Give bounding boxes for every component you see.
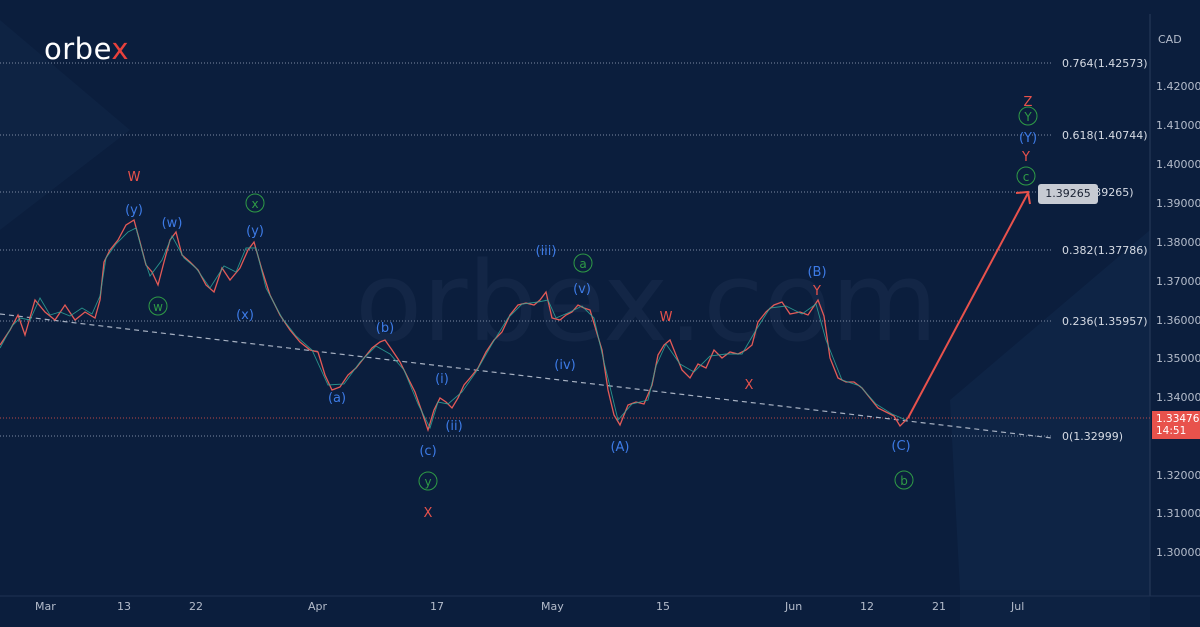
wave-label: (w): [162, 216, 183, 231]
svg-text:(B): (B): [807, 265, 826, 280]
wave-label: (y): [125, 203, 143, 218]
y-tick: 1.35000: [1156, 352, 1200, 365]
svg-text:X: X: [745, 378, 754, 393]
svg-text:(x): (x): [236, 308, 254, 323]
svg-text:Y: Y: [1021, 150, 1030, 165]
svg-text:(b): (b): [376, 321, 394, 336]
target-callout: 1.39265: [1038, 184, 1098, 204]
wave-label: W: [128, 170, 141, 185]
svg-text:c: c: [1023, 170, 1030, 184]
currency-label: CAD: [1158, 33, 1182, 46]
current-price-tag: 1.33476 14:51: [1152, 411, 1200, 439]
fib-label-0618: 0.618(1.40744): [1062, 129, 1148, 142]
decor-shape: [0, 20, 130, 230]
svg-text:Y: Y: [812, 284, 821, 299]
x-tick: Mar: [35, 600, 56, 613]
svg-text:(C): (C): [891, 439, 910, 454]
x-tick: Jul: [1011, 600, 1025, 613]
x-tick: May: [541, 600, 564, 613]
y-tick: 1.38000: [1156, 236, 1200, 249]
x-tick: 17: [430, 600, 444, 613]
orbex-logo: orbex: [44, 32, 130, 66]
y-tick: 1.34000: [1156, 391, 1200, 404]
fib-lines: [0, 62, 1052, 437]
y-tick: 1.32000: [1156, 469, 1200, 482]
svg-text:Y: Y: [1023, 110, 1032, 124]
svg-text:(i): (i): [435, 372, 449, 387]
x-tick: 22: [189, 600, 203, 613]
y-tick: 1.41000: [1156, 119, 1200, 132]
svg-text:(y): (y): [246, 224, 264, 239]
decor-shape: [950, 230, 1150, 590]
current-price-value: 1.33476: [1156, 413, 1200, 425]
fib-label-0236: 0.236(1.35957): [1062, 315, 1148, 328]
x-tick: 15: [656, 600, 670, 613]
svg-text:(v): (v): [573, 282, 591, 297]
svg-text:(ii): (ii): [445, 419, 462, 434]
fib-label-0: 0(1.32999): [1062, 430, 1124, 443]
y-tick: 1.37000: [1156, 275, 1200, 288]
projection-arrow: [907, 190, 1031, 419]
candle-countdown: 14:51: [1156, 425, 1187, 437]
svg-text:(iv): (iv): [554, 358, 575, 373]
trendline: [0, 313, 1053, 439]
svg-text:b: b: [900, 474, 908, 488]
watermark: orbex.com: [355, 238, 938, 366]
x-tick: 12: [860, 600, 874, 613]
svg-text:(A): (A): [610, 440, 629, 455]
y-tick: 1.30000: [1156, 546, 1200, 559]
svg-text:y: y: [424, 475, 431, 489]
candles: [0, 218, 909, 433]
svg-text:a: a: [579, 257, 586, 271]
svg-text:x: x: [251, 197, 258, 211]
y-tick: 1.39000: [1156, 197, 1200, 210]
x-tick: 13: [117, 600, 131, 613]
y-tick: 1.40000: [1156, 158, 1200, 171]
svg-text:Z: Z: [1024, 95, 1033, 110]
svg-text:(c): (c): [419, 444, 436, 459]
x-tick: Jun: [785, 600, 803, 613]
fib-label-0764: 0.764(1.42573): [1062, 57, 1148, 70]
svg-text:W: W: [660, 310, 673, 325]
y-tick: 1.31000: [1156, 507, 1200, 520]
wave-labels: W (y) (w) w x (y) (x) (a) (b) (i) (ii) (…: [125, 95, 1038, 521]
x-tick: Apr: [308, 600, 328, 613]
svg-text:w: w: [153, 300, 163, 314]
svg-text:(Y): (Y): [1019, 131, 1037, 146]
y-tick: 1.36000: [1156, 314, 1200, 327]
x-tick: 21: [932, 600, 946, 613]
y-tick: 1.42000: [1156, 80, 1200, 93]
fib-label-0382: 0.382(1.37786): [1062, 244, 1148, 257]
svg-text:X: X: [424, 506, 433, 521]
svg-text:(iii): (iii): [536, 244, 557, 259]
svg-text:(a): (a): [328, 391, 346, 406]
